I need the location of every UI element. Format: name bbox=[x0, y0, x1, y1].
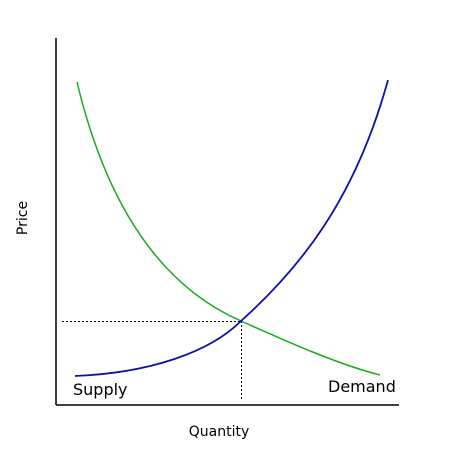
supply-curve bbox=[74, 79, 389, 377]
y-axis-label: Price bbox=[15, 201, 31, 235]
curve-label: Demand bbox=[328, 377, 396, 396]
x-axis-label: Quantity bbox=[189, 424, 250, 440]
demand-curve bbox=[76, 81, 381, 376]
curve-label: Supply bbox=[73, 380, 128, 399]
